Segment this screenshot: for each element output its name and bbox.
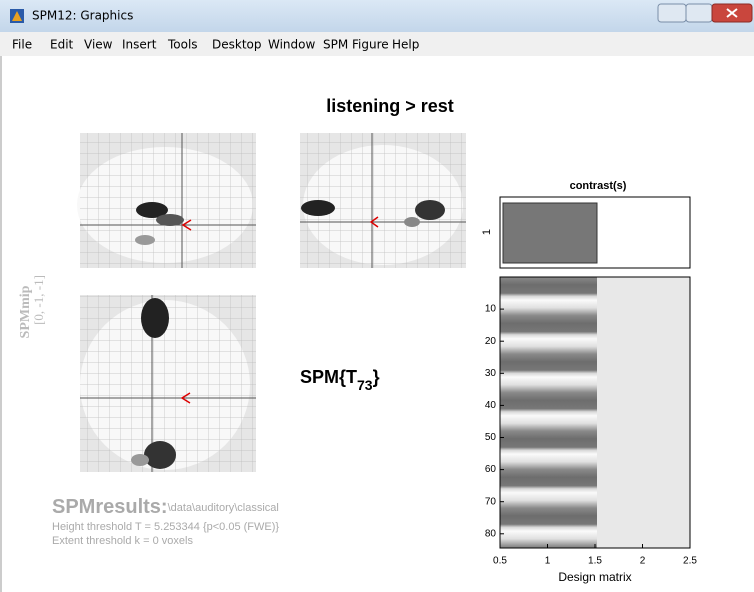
mip-coronal bbox=[300, 133, 466, 268]
design-matrix-xlabel: Design matrix bbox=[558, 570, 631, 584]
stat-df: 73 bbox=[357, 377, 373, 393]
y-tick-label: 60 bbox=[485, 464, 497, 475]
mip-transverse bbox=[80, 295, 256, 472]
x-tick-label: 0.5 bbox=[493, 556, 507, 567]
y-tick-label: 20 bbox=[485, 336, 497, 347]
stat-label: SPM{T73} bbox=[300, 367, 380, 393]
stat-name: SPM{T bbox=[300, 367, 357, 387]
x-tick-label: 1 bbox=[545, 556, 551, 567]
results-heading: SPMresults:\data\auditory\classical bbox=[52, 496, 279, 518]
menu-item[interactable]: SPM Figure bbox=[323, 38, 389, 52]
menu-item[interactable]: Help bbox=[392, 38, 419, 52]
results-path: \data\auditory\classical bbox=[168, 502, 279, 514]
x-tick-label: 2 bbox=[640, 556, 646, 567]
stat-close: } bbox=[373, 367, 380, 387]
title-bar bbox=[0, 0, 754, 32]
x-tick-label: 1.5 bbox=[588, 556, 602, 567]
mip-label-text: SPMmip bbox=[18, 285, 33, 338]
y-tick-label: 50 bbox=[485, 432, 497, 443]
menu-item[interactable]: Insert bbox=[122, 38, 157, 52]
mip-coords: [0, -1, -1] bbox=[31, 275, 46, 325]
results-title: SPMresults: bbox=[52, 496, 168, 518]
minimize-button[interactable] bbox=[657, 3, 687, 23]
y-tick-label: 80 bbox=[485, 528, 497, 539]
menu-item[interactable]: Tools bbox=[167, 38, 198, 52]
menu-item[interactable]: Desktop bbox=[212, 38, 262, 52]
y-tick-label: 10 bbox=[485, 304, 497, 315]
design-matrix-ticks: 10 20 30 40 50 60 70 80 0.5 1 1.5 2 2.5 bbox=[485, 304, 698, 567]
close-glyph bbox=[726, 8, 738, 18]
design-matrix-regressor bbox=[500, 277, 597, 548]
menu-bar bbox=[0, 32, 754, 56]
menu-item[interactable]: Window bbox=[268, 38, 316, 52]
maximize-button[interactable] bbox=[685, 3, 713, 23]
contrast-bar bbox=[502, 202, 598, 264]
x-tick-label: 2.5 bbox=[683, 556, 697, 567]
y-tick-label: 70 bbox=[485, 496, 497, 507]
mip-label: SPMmip bbox=[18, 285, 33, 338]
contrast-ylabel: 1 bbox=[481, 229, 493, 235]
menu-item[interactable]: File bbox=[12, 38, 32, 52]
height-threshold: Height threshold T = 5.253344 {p<0.05 (F… bbox=[52, 521, 279, 533]
y-tick-label: 40 bbox=[485, 400, 497, 411]
design-matrix-constant bbox=[597, 277, 690, 548]
menu-item[interactable]: View bbox=[84, 38, 113, 52]
menu-item[interactable]: Edit bbox=[50, 38, 74, 52]
app-icon-glyph bbox=[12, 11, 22, 21]
y-tick-label: 30 bbox=[485, 368, 497, 379]
contrast-title: contrast(s) bbox=[570, 180, 627, 192]
menu: File Edit View Insert Tools Desktop Window SPM … bbox=[12, 38, 419, 52]
figure-title: listening > rest bbox=[326, 96, 454, 116]
extent-threshold: Extent threshold k = 0 voxels bbox=[52, 535, 193, 547]
mip-sagittal bbox=[77, 133, 256, 268]
window-title: SPM12: Graphics bbox=[32, 9, 133, 23]
